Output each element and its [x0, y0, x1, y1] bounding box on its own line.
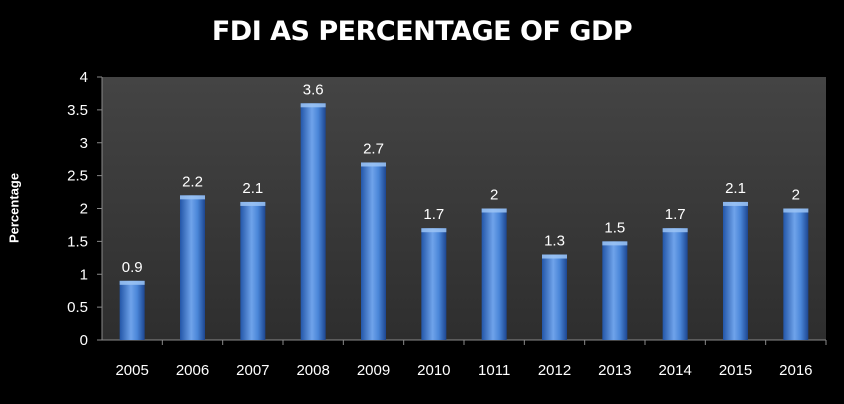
- data-label: 2.2: [182, 173, 203, 190]
- bar-cap: [783, 208, 809, 213]
- data-label: 1.7: [423, 206, 444, 223]
- bar: [542, 254, 567, 340]
- data-label: 2: [792, 187, 800, 204]
- bar-group: [723, 201, 748, 340]
- bar: [180, 195, 205, 340]
- y-tick-label: 1: [80, 266, 88, 283]
- data-label: 2.7: [363, 140, 384, 157]
- bar-cap: [602, 241, 628, 246]
- bar: [421, 228, 447, 340]
- y-tick-label: 2.5: [67, 168, 88, 185]
- bar-group: [119, 280, 145, 340]
- y-tick-label: 2: [80, 201, 88, 218]
- bar-group: [662, 228, 688, 340]
- x-tick-label: 1011: [478, 362, 510, 379]
- bar-cap: [481, 208, 507, 213]
- x-tick-label: 2008: [296, 362, 329, 379]
- bar-group: [481, 208, 507, 340]
- data-label: 3.6: [303, 81, 324, 98]
- x-tick-label: 2009: [357, 362, 390, 379]
- bar: [783, 208, 809, 340]
- chart-title: FDI AS PERCENTAGE OF GDP: [211, 16, 633, 47]
- bar-cap: [300, 103, 326, 108]
- data-label: 0.9: [122, 259, 143, 276]
- data-label: 2.1: [242, 180, 263, 197]
- bar-cap: [421, 228, 447, 233]
- x-tick-label: 2010: [417, 362, 450, 379]
- y-tick-label: 4: [80, 69, 88, 86]
- x-tick-label: 2005: [115, 362, 148, 379]
- bar-group: [180, 195, 205, 340]
- bar: [481, 208, 507, 340]
- bar-cap: [542, 254, 567, 259]
- bar-group: [542, 254, 567, 340]
- bar-cap: [240, 201, 266, 206]
- data-label: 2: [490, 187, 498, 204]
- bar-group: [240, 201, 266, 340]
- data-label: 1.7: [665, 206, 686, 223]
- x-tick-label: 2006: [176, 362, 209, 379]
- x-tick-label: 2014: [658, 362, 691, 379]
- x-tick-label: 2012: [538, 362, 571, 379]
- bar-cap: [119, 280, 145, 285]
- bar: [119, 280, 145, 340]
- bar-cap: [180, 195, 205, 200]
- bar: [723, 201, 748, 340]
- y-tick-label: 1.5: [67, 233, 88, 250]
- y-tick-label: 0: [80, 332, 88, 349]
- bar-cap: [361, 162, 386, 167]
- x-tick-label: 2015: [719, 362, 752, 379]
- plot-area: [102, 77, 826, 340]
- x-tick-label: 2013: [598, 362, 631, 379]
- bar: [240, 201, 266, 340]
- y-tick-label: 0.5: [67, 299, 88, 316]
- bar-group: [783, 208, 809, 340]
- data-label: 1.3: [544, 233, 565, 250]
- data-label: 1.5: [604, 219, 625, 236]
- bar: [300, 103, 326, 340]
- bar: [602, 241, 628, 340]
- y-tick-label: 3: [80, 135, 88, 152]
- bar-cap: [662, 228, 688, 233]
- bar-group: [602, 241, 628, 340]
- bar: [662, 228, 688, 340]
- x-tick-label: 2007: [236, 362, 269, 379]
- y-tick-label: 3.5: [67, 102, 88, 119]
- bar-group: [421, 228, 447, 340]
- bar-group: [361, 162, 386, 340]
- data-label: 2.1: [725, 180, 746, 197]
- bar: [361, 162, 386, 340]
- x-tick-label: 2016: [779, 362, 812, 379]
- bar-cap: [723, 201, 748, 206]
- bar-group: [300, 103, 326, 340]
